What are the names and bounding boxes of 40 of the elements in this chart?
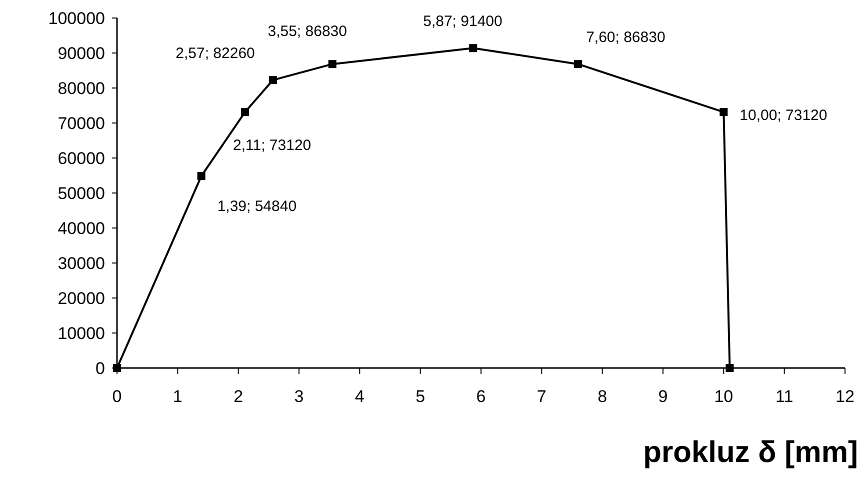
- point: [720, 108, 728, 116]
- y-tick-label: 20000: [58, 288, 105, 308]
- y-tick-label: 10000: [58, 324, 105, 343]
- point: [241, 108, 250, 116]
- x-tick-label: 10: [714, 387, 734, 406]
- x-tick-label: 12: [836, 387, 854, 406]
- x-tick-label: 11: [776, 387, 794, 406]
- x-axis-title: prokluz δ [mm]: [643, 436, 858, 469]
- x-tick-label: 7: [536, 387, 546, 406]
- data-label: 1,39; 54840: [217, 198, 297, 216]
- y-tick-label: 50000: [58, 184, 105, 203]
- point: [574, 60, 582, 68]
- x-tick-label: 8: [598, 387, 608, 406]
- y-tick-label: 40000: [58, 218, 105, 238]
- x-tick-label: 4: [354, 387, 364, 406]
- y-tick-label: 0: [96, 358, 105, 378]
- x-tick-label: 5: [416, 387, 426, 406]
- data-label: 2,11; 73120: [233, 137, 312, 154]
- point: [268, 76, 277, 84]
- y-tick-label: 30000: [58, 254, 105, 273]
- data-label: 10,00; 73120: [740, 107, 828, 124]
- data-label: 2,57; 82260: [176, 45, 255, 62]
- data-label: 3,55; 86830: [268, 23, 347, 40]
- y-tick-label: 100000: [48, 8, 105, 28]
- data-label: 5,87; 91400: [423, 13, 502, 30]
- x-tick-label: 1: [172, 387, 182, 406]
- y-tick-label: 90000: [58, 44, 105, 63]
- data-label: 7,60; 86830: [586, 29, 666, 46]
- x-tick-label: 9: [658, 387, 668, 406]
- x-tick-label: 2: [234, 387, 244, 406]
- point: [328, 60, 336, 68]
- x-tick-label: 0: [112, 387, 122, 406]
- y-tick-label: 60000: [58, 148, 105, 168]
- y-tick-label: 80000: [58, 78, 105, 98]
- x-tick-label: 6: [476, 387, 486, 406]
- point: [469, 44, 478, 52]
- point: [726, 364, 734, 372]
- point: [197, 172, 206, 180]
- x-tick-label: 3: [294, 387, 304, 406]
- y-tick-label: 70000: [58, 114, 105, 133]
